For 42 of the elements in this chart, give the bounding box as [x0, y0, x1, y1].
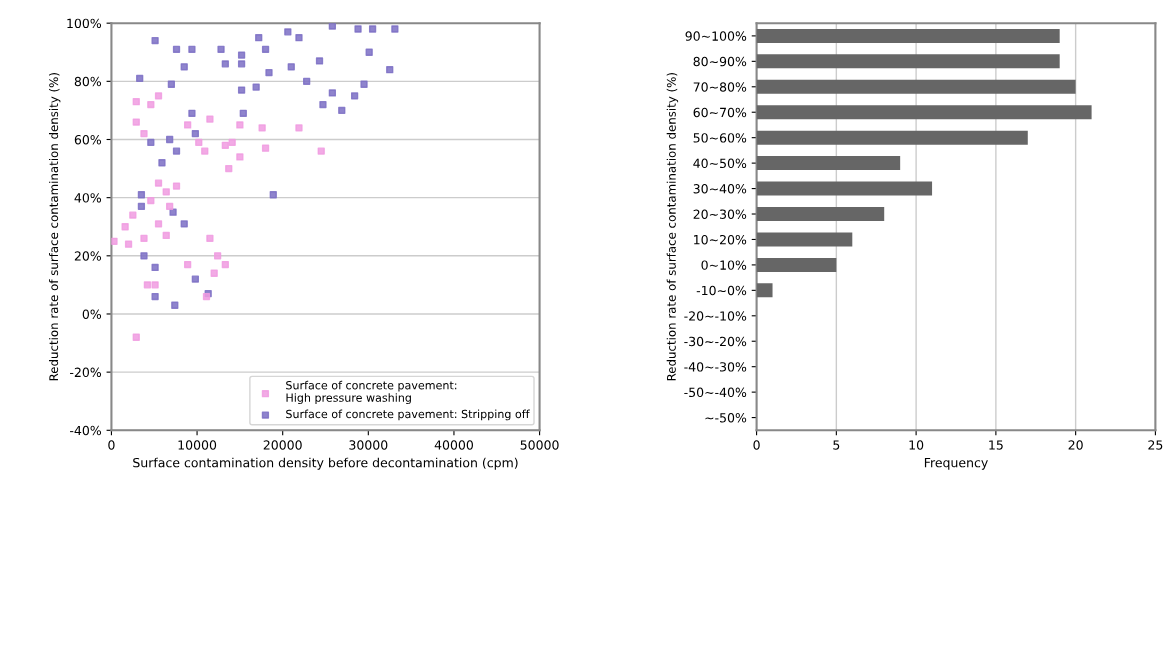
y-tick-label: 0% [82, 309, 102, 319]
x-tick-label: 0 [108, 440, 115, 450]
y-tick-label: 20~30% [693, 209, 747, 219]
y-axis-title: Reduction rate of surface contamination density (%) [666, 73, 679, 381]
y-tick-label: -20~-10% [684, 311, 747, 321]
x-tick-label: 40000 [434, 440, 473, 450]
legend-label: Surface of concrete pavement: Stripping off [286, 409, 530, 421]
y-tick-label: ~-50% [705, 413, 747, 423]
y-axis-title: Reduction rate of surface contamination density (%) [49, 73, 61, 381]
y-tick-label: 90~100% [685, 31, 747, 41]
x-axis-title: Surface contamination density before decontamination (cpm) [133, 457, 518, 470]
y-tick-label: 40% [74, 193, 102, 203]
x-tick-label: 30000 [349, 440, 388, 450]
x-tick-label: 25 [1148, 440, 1163, 450]
y-tick-label: 10~20% [694, 234, 747, 245]
y-tick-label: 80% [74, 76, 102, 87]
legend-label: Surface of concrete pavement: High pressure washing [286, 380, 457, 404]
y-tick-label: 50~60% [693, 133, 747, 143]
y-tick-label: 0~10% [701, 260, 747, 270]
y-tick-label: 30~40% [693, 184, 747, 194]
y-tick-label: 60% [74, 134, 102, 145]
x-tick-label: 20000 [263, 440, 302, 450]
y-tick-label: 60~70% [693, 107, 747, 118]
y-tick-label: -40% [70, 425, 102, 436]
x-tick-label: 20 [1068, 440, 1083, 450]
x-tick-label: 10000 [178, 440, 217, 450]
x-tick-label: 0 [753, 440, 760, 450]
x-tick-label: 50000 [520, 440, 559, 450]
y-tick-label: 100% [67, 18, 102, 29]
y-tick-label: -20% [70, 367, 102, 378]
y-tick-label: 20% [74, 251, 102, 261]
y-tick-label: 80~90% [693, 56, 747, 67]
x-tick-label: 10 [909, 440, 924, 450]
x-tick-label: 15 [989, 440, 1003, 450]
x-axis-title: Frequency [924, 458, 988, 470]
y-tick-label: -30~-20% [684, 336, 747, 347]
y-tick-label: 40~50% [693, 158, 747, 169]
y-tick-label: -50~-40% [684, 387, 747, 398]
x-tick-label: 5 [833, 440, 840, 450]
y-tick-label: -10~0% [696, 285, 747, 296]
y-tick-label: 70~80% [693, 82, 747, 92]
y-tick-label: -40~-30% [684, 362, 747, 372]
